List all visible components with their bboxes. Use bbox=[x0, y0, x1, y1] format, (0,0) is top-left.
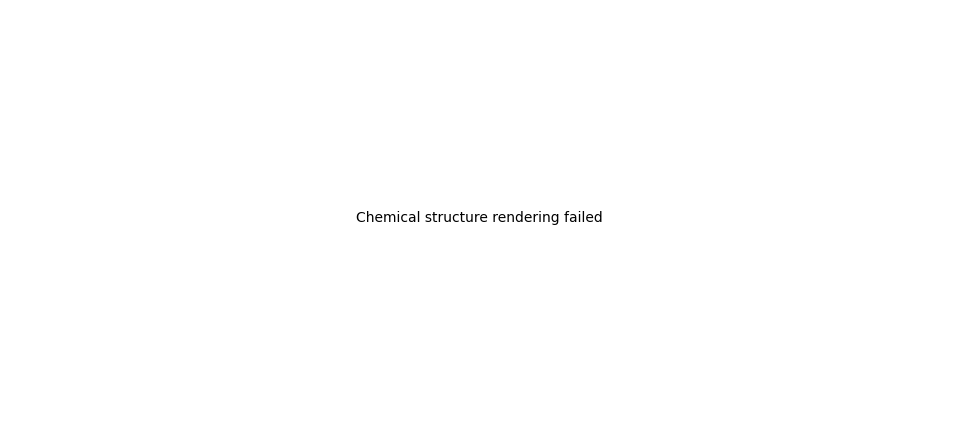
Text: Chemical structure rendering failed: Chemical structure rendering failed bbox=[356, 211, 603, 225]
